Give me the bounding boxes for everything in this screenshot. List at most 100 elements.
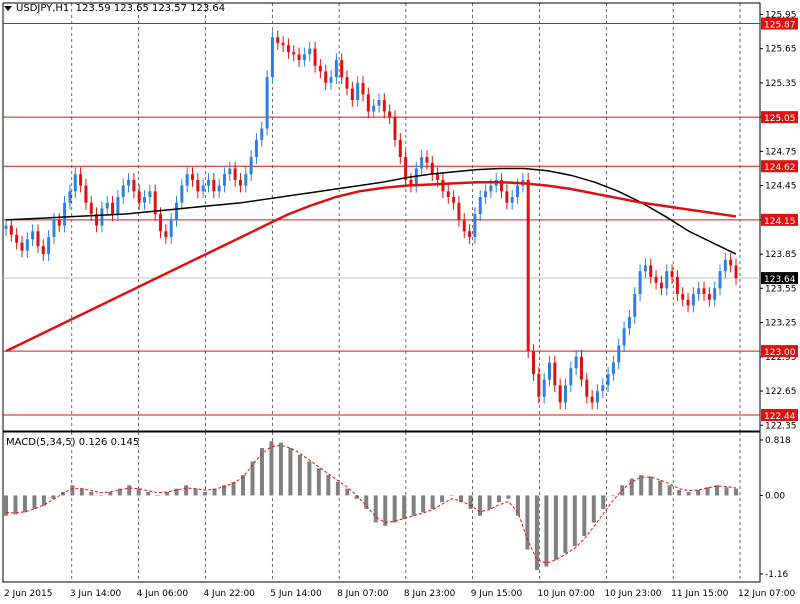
candle-body (100, 208, 104, 226)
candle-body (68, 191, 72, 203)
price-panel (2, 2, 761, 432)
candle-body (217, 185, 221, 192)
macd-bar (553, 495, 558, 560)
level-lines (3, 23, 760, 416)
macd-tick-label: 0.00 (765, 491, 785, 501)
candle-body (111, 202, 115, 215)
level-label-box (761, 160, 798, 173)
macd-bar (468, 495, 473, 509)
macd-bar (259, 447, 264, 496)
macd-bar (402, 495, 407, 520)
dropdown-arrow-icon[interactable] (4, 5, 12, 11)
level-label-box (761, 409, 798, 422)
moving-averages (5, 167, 737, 353)
candle-body (297, 54, 301, 61)
candle-body (707, 294, 711, 300)
candle-body (595, 391, 599, 403)
macd-bar (32, 495, 37, 509)
candle-body (500, 179, 504, 192)
macd-bar (534, 495, 539, 570)
candle-body (430, 162, 434, 175)
macd-bar (165, 492, 170, 496)
time-tick-label: 10 Jun 07:00 (538, 589, 595, 599)
macd-bar (41, 495, 46, 506)
macd-bar (364, 495, 369, 509)
candle-body (260, 128, 264, 140)
candle-body (606, 373, 610, 386)
candle-body (143, 197, 147, 203)
candle-body (127, 179, 131, 186)
candle-body (649, 265, 653, 277)
macd-bar (582, 495, 587, 537)
candle-body (697, 288, 701, 295)
macd-tick-label: 0.818 (765, 436, 791, 446)
macd-bar (174, 488, 179, 496)
macd-bar (724, 487, 729, 496)
candle-body (254, 139, 258, 158)
candle-body (180, 185, 184, 203)
price-tick-label: 122.95 (765, 353, 797, 363)
candle-body (201, 185, 205, 192)
macd-bar (430, 495, 435, 509)
candle-body (372, 105, 376, 112)
macd-bar (51, 495, 56, 499)
candle-body (729, 259, 733, 266)
candle-body (52, 219, 56, 237)
macd-bar (89, 492, 94, 496)
time-tick-label: 8 Jun 23:00 (404, 589, 456, 599)
candle-body (505, 191, 509, 203)
candle-body (404, 157, 408, 180)
macd-bar (392, 495, 397, 523)
price-tick-label: 125.95 (765, 10, 797, 20)
macd-bar (440, 495, 445, 503)
candle-body (121, 185, 125, 198)
candle-body (489, 185, 493, 192)
candle-body (611, 362, 615, 374)
macd-bar (136, 488, 141, 496)
level-label: 123.00 (764, 348, 796, 358)
candle-body (585, 379, 589, 397)
candle-body (36, 231, 40, 247)
candle-body (484, 191, 488, 198)
candle-body (713, 288, 717, 300)
ohlc-values: 123.59 123.65 123.57 123.64 (75, 3, 226, 14)
macd-bar (421, 495, 426, 513)
candle-body (643, 265, 647, 272)
candle-body (638, 271, 642, 295)
candle-body (324, 71, 328, 83)
macd-tick-label: -1.16 (765, 570, 789, 580)
candle-body (627, 316, 631, 329)
candle-body (420, 157, 424, 169)
macd-bar (326, 475, 331, 496)
macd-values: 0.126 0.145 (78, 437, 140, 448)
candle-body (31, 231, 35, 240)
macd-bar (563, 495, 568, 553)
ma-slow-line (5, 180, 737, 353)
macd-bar (184, 485, 189, 496)
time-tick-label: 11 Jun 15:00 (671, 589, 728, 599)
symbol-header[interactable]: USDJPY,H1 123.59 123.65 123.57 123.64 (4, 3, 225, 14)
macd-bar (449, 495, 454, 496)
time-tick-label: 2 Jun 2015 (4, 589, 52, 599)
current-price-box (761, 272, 798, 285)
level-label: 124.62 (764, 163, 796, 173)
candle-body (164, 231, 168, 237)
macd-bar (146, 492, 151, 496)
candle-body (718, 271, 722, 289)
level-label: 122.44 (764, 412, 796, 422)
candle-body (15, 234, 19, 243)
candle-body (25, 239, 29, 251)
candle-body (20, 242, 24, 251)
candle-body (361, 82, 365, 95)
candle-body (169, 219, 173, 237)
macd-bar (155, 495, 160, 496)
candle-body (9, 225, 13, 235)
macd-bar (496, 495, 501, 503)
level-label-box (761, 111, 798, 124)
level-label-box (761, 17, 798, 30)
macd-bar (639, 475, 644, 496)
candle-body (212, 179, 216, 192)
macd-panel (2, 431, 761, 583)
